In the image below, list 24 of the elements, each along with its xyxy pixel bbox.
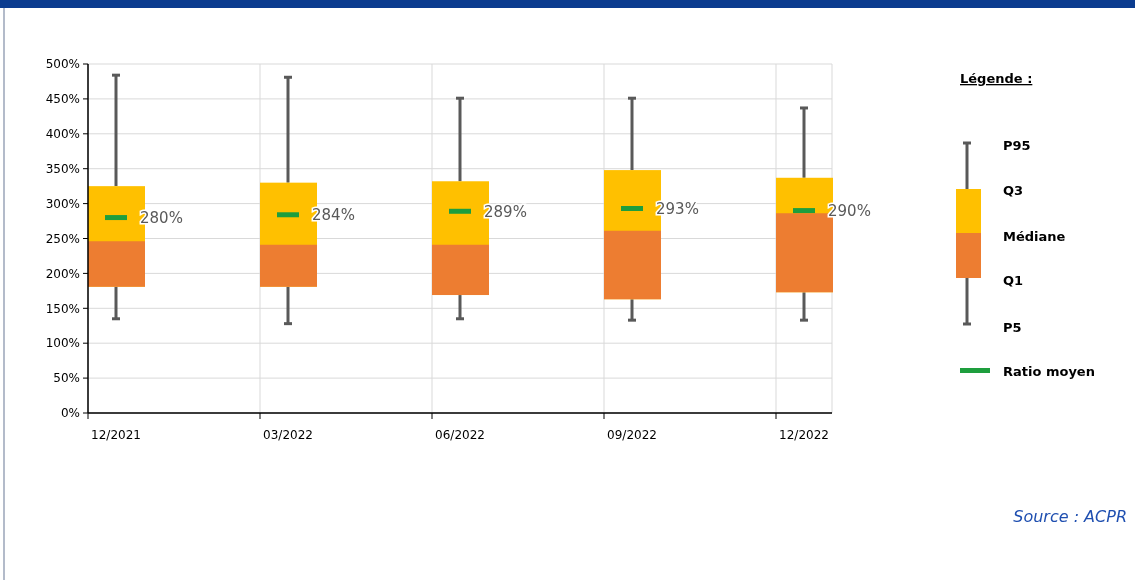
text: Ratio moyen (1003, 363, 1095, 379)
y-tick-label: 150% (45, 301, 80, 316)
x-tick-label: 03/2022 (263, 428, 313, 442)
y-tick-label: 350% (45, 161, 80, 176)
y-tick-label: 200% (45, 266, 80, 281)
text: P95 (1003, 137, 1031, 153)
y-tick-label: 400% (45, 127, 80, 141)
x-tick-label: 06/2022 (435, 428, 485, 442)
y-tick-label: 500% (45, 57, 80, 72)
text: Q3 (1003, 182, 1024, 198)
y-tick-label: 250% (45, 231, 80, 246)
x-tick-label: 09/2022 (607, 428, 657, 442)
y-tick-label: 0% (60, 406, 80, 421)
text: Médiane (1003, 228, 1066, 244)
y-tick-label: 50% (53, 371, 80, 386)
text: Q1 (1003, 272, 1024, 288)
y-tick-label: 100% (45, 336, 80, 351)
y-tick-label: 450% (45, 92, 80, 107)
y-tick-label: 300% (45, 196, 80, 211)
source-note: Source : ACPR (1013, 507, 1127, 526)
text: P5 (1003, 319, 1022, 335)
legend-title: Légende : (960, 71, 1033, 86)
x-tick-label: 12/2021 (91, 428, 141, 442)
x-tick-label: 12/2022 (779, 428, 829, 442)
